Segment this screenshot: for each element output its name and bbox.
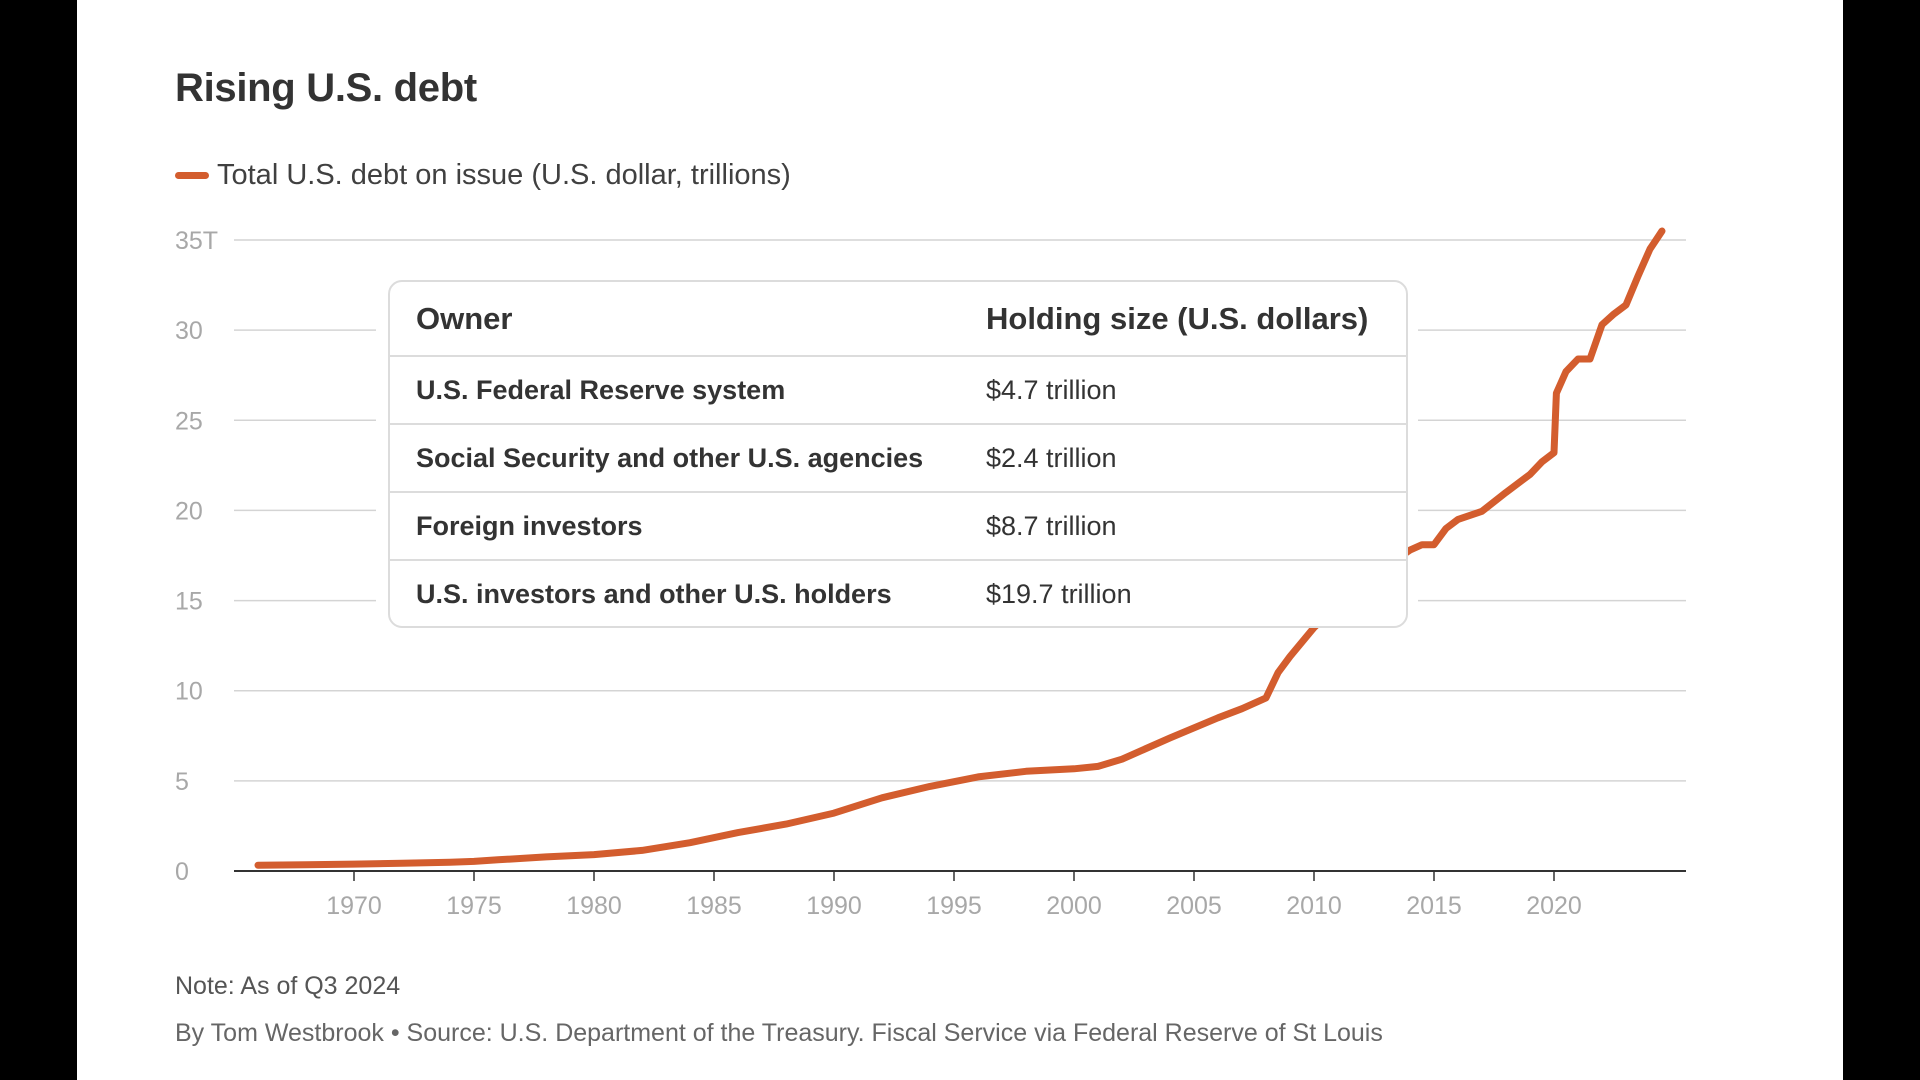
y-tick-label: 35T	[175, 227, 218, 255]
owner-cell: U.S. investors and other U.S. holders	[416, 579, 892, 609]
series-lines	[254, 227, 1666, 869]
chart-note: Note: As of Q3 2024	[175, 972, 401, 1000]
header-owner: Owner	[390, 282, 960, 357]
table-row: U.S. Federal Reserve system $4.7 trillio…	[390, 356, 1406, 425]
x-tick-label: 1995	[926, 892, 982, 920]
holdings-table-panel: Owner Holding size (U.S. dollars) U.S. F…	[388, 280, 1408, 628]
owner-cell: Foreign investors	[390, 492, 960, 561]
x-axis-ticks: 1970 1975 1980 1985 1990 1995 2000 2005 2010 2015…	[326, 871, 1582, 920]
x-tick-label: 2010	[1286, 892, 1342, 920]
legend: Total U.S. debt on issue (U.S. dollar, t…	[175, 158, 791, 192]
x-tick-label: 1970	[326, 892, 382, 920]
y-tick-label: 5	[175, 768, 189, 796]
x-tick-label: 2015	[1406, 892, 1462, 920]
y-tick-label: 30	[175, 317, 203, 345]
legend-label: Total U.S. debt on issue (U.S. dollar, t…	[217, 158, 791, 191]
table-row: U.S. investors and other U.S. holders $1…	[390, 560, 1406, 626]
holding-cell: $4.7 trillion	[960, 356, 1406, 425]
owner-cell: U.S. Federal Reserve system	[390, 356, 960, 425]
chart-title: Rising U.S. debt	[175, 66, 477, 110]
gridlines	[234, 239, 1686, 872]
legend-swatch	[175, 171, 209, 179]
y-tick-label: 0	[175, 858, 189, 886]
table-header-row: Owner Holding size (U.S. dollars)	[390, 282, 1406, 357]
x-tick-label: 1975	[446, 892, 502, 920]
table-row: Foreign investors $8.7 trillion	[390, 492, 1406, 561]
y-tick-label: 20	[175, 497, 203, 525]
holding-cell: $8.7 trillion	[960, 492, 1406, 561]
x-tick-label: 2005	[1166, 892, 1222, 920]
x-tick-label: 1980	[566, 892, 622, 920]
chart-source: By Tom Westbrook • Source: U.S. Departme…	[175, 1019, 1383, 1047]
x-tick-label: 1990	[806, 892, 862, 920]
x-tick-label: 2000	[1046, 892, 1102, 920]
table-row: Social Security and other U.S. agencies …	[390, 424, 1406, 493]
holding-cell: $19.7 trillion	[986, 579, 1132, 609]
series-line-total-debt	[254, 227, 1666, 869]
header-holding-size: Holding size (U.S. dollars)	[960, 282, 1406, 357]
x-tick-label: 1985	[686, 892, 742, 920]
y-tick-label: 25	[175, 407, 203, 435]
y-axis-ticks: 0 5 10 15 20 25 30 35T	[175, 227, 218, 886]
owner-cell: Social Security and other U.S. agencies	[390, 424, 960, 493]
x-tick-label: 2020	[1526, 892, 1582, 920]
y-tick-label: 15	[175, 588, 203, 616]
y-tick-label: 10	[175, 678, 203, 706]
holdings-table: Owner Holding size (U.S. dollars) U.S. F…	[390, 282, 1406, 626]
holding-cell: $2.4 trillion	[960, 424, 1406, 493]
